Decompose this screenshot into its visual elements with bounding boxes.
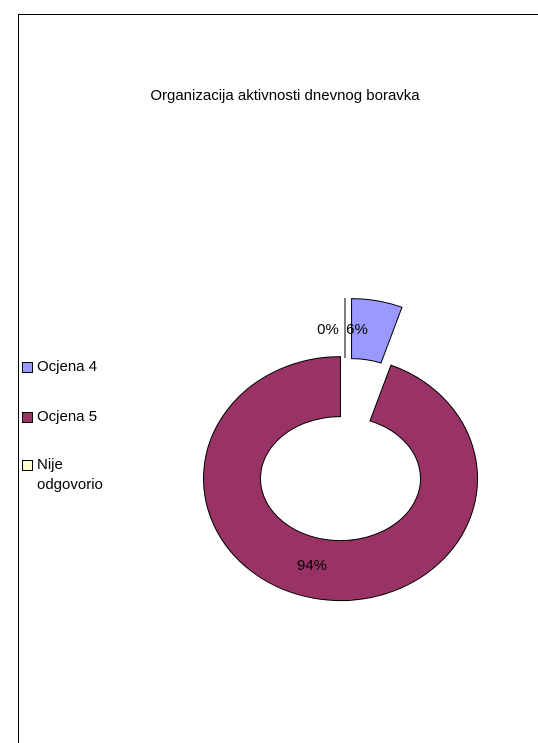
donut-slice — [203, 356, 478, 602]
legend-label: Ocjena 5 — [37, 408, 98, 425]
legend-item: Ocjena 4 — [22, 357, 122, 377]
donut-slice — [351, 298, 403, 364]
legend-item: Nije odgovorio — [22, 455, 122, 495]
legend-label: Ocjena 4 — [37, 358, 98, 375]
data-label: 6% — [346, 321, 368, 338]
legend-swatch — [22, 460, 33, 471]
legend-swatch — [22, 412, 33, 423]
chart-title: Organizacija aktivnosti dnevnog boravka — [150, 87, 420, 104]
legend-swatch — [22, 362, 33, 373]
data-label: 94% — [297, 557, 327, 574]
legend-item: Ocjena 5 — [22, 407, 122, 427]
data-label: 0% — [317, 321, 339, 338]
legend-label: Nije odgovorio — [37, 456, 103, 493]
